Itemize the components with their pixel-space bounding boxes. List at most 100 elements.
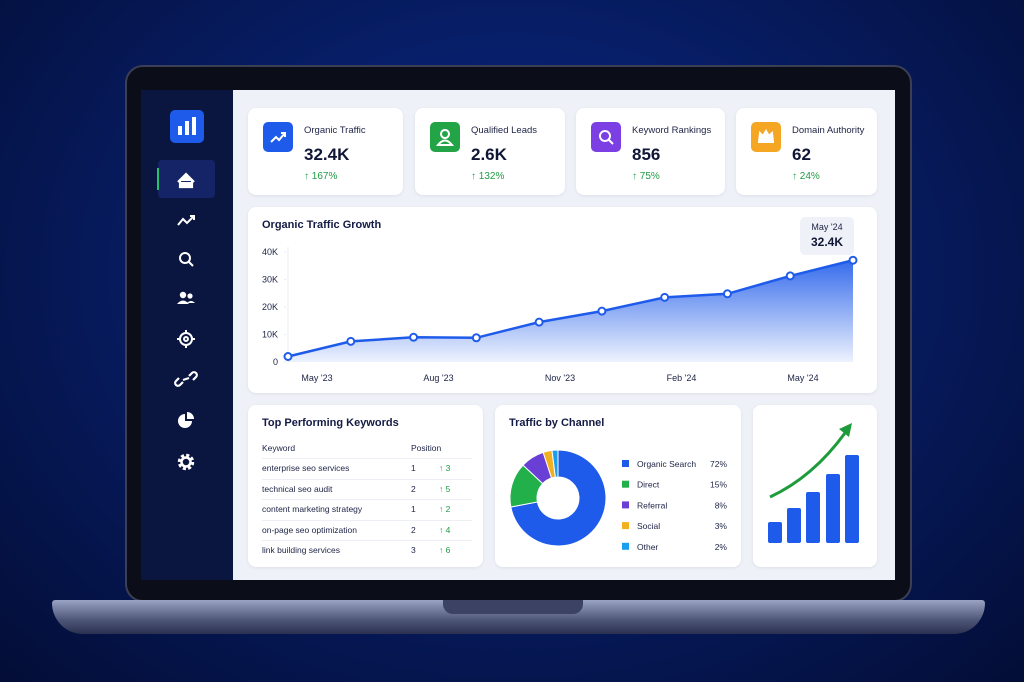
position-change: 3 xyxy=(439,463,451,473)
trend-icon[interactable] xyxy=(177,215,195,226)
position-change: 4 xyxy=(439,525,451,535)
kpi-label: Keyword Rankings xyxy=(632,125,712,136)
row-divider xyxy=(262,478,472,480)
glyph xyxy=(599,130,614,145)
position: 2 xyxy=(411,483,416,494)
logo-glyph xyxy=(178,117,196,135)
search-icon[interactable] xyxy=(179,252,194,267)
keyword: technical seo audit xyxy=(262,483,333,494)
kpi-icon xyxy=(751,122,781,152)
active-marker xyxy=(157,168,159,190)
x-tick-label: Nov '23 xyxy=(545,373,575,383)
point xyxy=(660,292,670,302)
keyword: link building services xyxy=(262,545,340,555)
legend-value: 2% xyxy=(715,542,728,552)
donut-segment xyxy=(510,449,607,547)
kpi-glyph xyxy=(435,129,455,146)
kpi-label: Qualified Leads xyxy=(471,125,538,136)
home-icon[interactable] xyxy=(177,172,195,189)
position: 3 xyxy=(411,545,416,555)
settings-icon[interactable] xyxy=(177,453,195,471)
kpi-value: 2.6K xyxy=(471,145,507,164)
column-header: Keyword xyxy=(262,443,296,453)
channels-chart: Organic Search 72% Direct 15% Referral 8% Soci… xyxy=(509,449,728,552)
legend-swatch xyxy=(622,460,629,467)
y-tick-label: 10K xyxy=(262,330,278,340)
growth-illustration xyxy=(768,423,859,543)
growth-illustration-card xyxy=(753,405,877,567)
kpi-value: 62 xyxy=(792,145,811,164)
tooltip-value: 32.4K xyxy=(811,235,843,249)
kpi-icon xyxy=(263,122,293,152)
point xyxy=(409,332,419,342)
kpi-value: 856 xyxy=(632,145,661,164)
kpi-card: Domain Authority 62 24% xyxy=(736,108,877,195)
kpi-glyph xyxy=(599,130,614,145)
kpi-change: 24% xyxy=(792,171,820,182)
legend-value: 8% xyxy=(715,500,728,510)
legend-swatch xyxy=(622,501,629,509)
link-icon[interactable] xyxy=(174,371,198,387)
kpi-glyph xyxy=(757,129,775,143)
channels-card: Traffic by Channel Organic Search 72% Dire… xyxy=(495,405,741,567)
legend-swatch xyxy=(622,480,629,488)
legend-value: 15% xyxy=(710,480,727,490)
line xyxy=(287,259,854,358)
point xyxy=(283,352,293,361)
target-icon[interactable] xyxy=(177,330,195,348)
legend-label: Organic Search xyxy=(637,459,696,469)
y-tick-label: 20K xyxy=(262,302,278,312)
kpi-value: 32.4K xyxy=(304,145,350,164)
legend-label: Referral xyxy=(637,500,667,510)
row-divider xyxy=(262,458,472,459)
donut-segment xyxy=(551,449,559,478)
kpi-label: Organic Traffic xyxy=(304,125,366,136)
position-change: 5 xyxy=(439,484,451,494)
kpi-label: Domain Authority xyxy=(792,125,865,136)
users-icon[interactable] xyxy=(177,291,195,304)
glyph xyxy=(435,129,455,146)
glyph xyxy=(757,129,775,143)
position: 1 xyxy=(411,463,416,473)
x-tick-label: Feb '24 xyxy=(667,373,697,383)
kpi-card: Keyword Rankings 856 75% xyxy=(576,108,725,195)
y-tick-label: 40K xyxy=(262,247,278,257)
legend-value: 72% xyxy=(710,459,727,469)
kpi-card: Organic Traffic 32.4K 167% xyxy=(248,108,403,195)
x-tick-label: May '23 xyxy=(301,373,332,383)
kpi-icon xyxy=(430,122,460,152)
area xyxy=(288,260,853,362)
legend-label: Social xyxy=(637,521,660,531)
position: 2 xyxy=(411,524,416,535)
point xyxy=(597,306,607,316)
position-change: 2 xyxy=(439,504,451,514)
x-tick-label: Aug '23 xyxy=(423,373,453,383)
x-tick-label: May '24 xyxy=(787,373,818,383)
keywords-card: Top Performing Keywords Keyword Position… xyxy=(248,405,483,567)
growth-card: Organic Traffic Growth May '24 32.4K 0 10… xyxy=(248,207,877,393)
sidebar xyxy=(141,90,233,580)
sidebar-icons xyxy=(157,110,215,471)
keyword: content marketing strategy xyxy=(262,504,363,514)
keyword: enterprise seo services xyxy=(262,463,350,473)
legend-label: Direct xyxy=(637,480,660,490)
keywords-title: Top Performing Keywords xyxy=(262,417,399,429)
keyword: on-page seo optimization xyxy=(262,524,357,535)
position: 1 xyxy=(411,504,416,514)
tooltip-label: May '24 xyxy=(811,222,842,232)
growth-chart: May '24 32.4K 0 10K 20K 30K 40K May '23 Aug '2… xyxy=(262,217,858,383)
kpi-icon xyxy=(591,122,621,152)
legend-label: Other xyxy=(637,542,658,552)
legend-swatch xyxy=(622,522,629,530)
row-divider xyxy=(262,519,472,521)
legend-swatch xyxy=(622,542,629,550)
tooltip xyxy=(800,217,854,255)
pie-icon[interactable] xyxy=(178,412,194,428)
kpi-change: 75% xyxy=(632,171,660,182)
channels-title: Traffic by Channel xyxy=(509,417,605,429)
point xyxy=(534,317,544,327)
column-header: Position xyxy=(411,443,442,453)
laptop-notch xyxy=(443,600,583,614)
point xyxy=(848,255,858,265)
